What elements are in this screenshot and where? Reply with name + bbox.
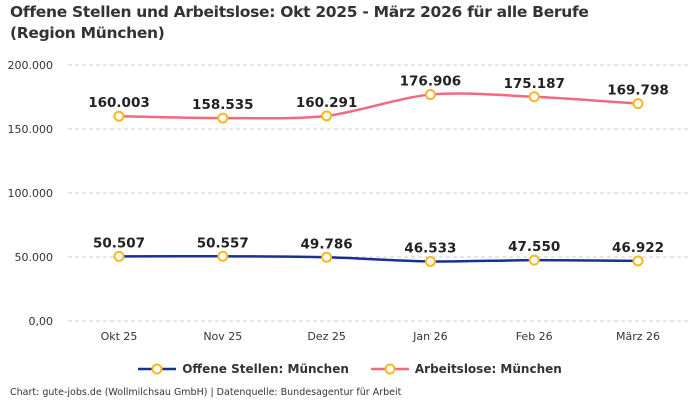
- x-tick-label: Jan 26: [412, 330, 447, 343]
- data-label: 158.535: [192, 97, 254, 113]
- data-point: [217, 112, 229, 124]
- y-tick-label: 150.000: [8, 123, 54, 136]
- data-point: [632, 98, 644, 110]
- chart-title: Offene Stellen und Arbeitslose: Okt 2025…: [10, 3, 589, 42]
- data-point: [424, 255, 436, 267]
- y-tick-label: 0,00: [29, 315, 54, 328]
- data-label: 46.922: [612, 240, 664, 256]
- x-tick-label: Nov 25: [203, 330, 242, 343]
- data-label: 176.906: [400, 74, 462, 90]
- legend-label: Arbeitslose: München: [414, 362, 562, 376]
- x-tick-label: Okt 25: [101, 330, 138, 343]
- legend-item-arbeitslose[interactable]: Arbeitslose: München: [370, 362, 562, 376]
- data-point: [113, 110, 125, 122]
- data-label: 160.291: [296, 95, 358, 111]
- data-label: 50.507: [93, 235, 145, 251]
- legend-item-offene-stellen[interactable]: Offene Stellen: München: [138, 362, 349, 376]
- x-tick-label: Feb 26: [516, 330, 553, 343]
- y-tick-label: 200.000: [8, 59, 54, 72]
- series-line-0: [118, 254, 639, 263]
- data-point: [321, 110, 333, 122]
- data-label: 46.533: [404, 240, 456, 256]
- data-point: [424, 89, 436, 101]
- data-label: 175.187: [503, 76, 565, 92]
- legend-marker-icon: [138, 363, 177, 375]
- x-tick-label: März 26: [616, 330, 660, 343]
- y-tick-label: 100.000: [8, 187, 54, 200]
- legend-label: Offene Stellen: München: [182, 362, 349, 376]
- series-line-1: [118, 92, 639, 120]
- data-label: 169.798: [607, 83, 669, 99]
- data-label: 50.557: [197, 235, 249, 251]
- data-label: 160.003: [88, 95, 150, 111]
- source-note: Chart: gute-jobs.de (Wollmilchsau GmbH) …: [10, 387, 402, 398]
- data-point: [217, 250, 229, 262]
- data-label: 49.786: [301, 236, 353, 252]
- x-tick-label: Dez 25: [307, 330, 346, 343]
- data-point: [321, 251, 333, 263]
- legend-marker-icon: [370, 363, 409, 375]
- legend: Offene Stellen: München Arbeitslose: Mün…: [0, 362, 700, 376]
- y-tick-label: 50.000: [15, 251, 54, 264]
- data-point: [528, 91, 540, 103]
- data-point: [113, 250, 125, 262]
- data-label: 47.550: [508, 239, 560, 255]
- data-point: [528, 254, 540, 266]
- data-point: [632, 255, 644, 267]
